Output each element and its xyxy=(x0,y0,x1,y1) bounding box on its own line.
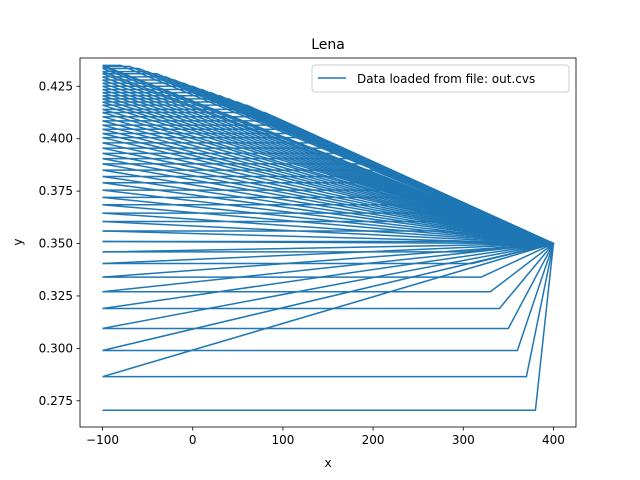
legend-box xyxy=(311,64,570,93)
series-line-segment xyxy=(102,70,555,245)
y-tick-label: 0.275 xyxy=(39,394,73,408)
y-axis-label: y xyxy=(11,238,25,245)
series-line-segment xyxy=(102,242,555,352)
y-tick-label: 0.425 xyxy=(39,79,73,93)
legend: Data loaded from file: out.cvs xyxy=(311,64,570,93)
x-tick-label: 400 xyxy=(542,433,565,447)
series-line-segment xyxy=(102,64,554,245)
y-tick-label: 0.300 xyxy=(39,341,73,355)
series-line-segment xyxy=(102,242,555,330)
chart-title: Lena xyxy=(311,37,345,53)
series-line-segment xyxy=(102,242,555,293)
series-line-segment xyxy=(102,242,555,310)
y-tick-label: 0.400 xyxy=(39,132,73,146)
axes-frame xyxy=(79,57,577,428)
series-line-segment xyxy=(102,64,555,245)
series-line-segment xyxy=(102,230,555,245)
series-layer xyxy=(102,64,555,411)
y-axis: 0.275 0.300 0.325 0.350 0.375 0.400 0.425 xyxy=(39,79,80,408)
series-line-segment xyxy=(102,240,555,253)
x-tick-label: 300 xyxy=(452,433,475,447)
x-tick-label: 200 xyxy=(362,433,385,447)
x-tick-label: 100 xyxy=(271,433,294,447)
y-tick-label: 0.350 xyxy=(39,237,73,251)
x-axis-label: x xyxy=(324,456,331,470)
series-line-segment xyxy=(102,242,555,411)
series-line-segment xyxy=(102,242,555,278)
x-axis: −100 0 100 200 300 400 xyxy=(86,427,565,447)
series-line-segment xyxy=(102,242,555,265)
x-tick-label: 0 xyxy=(189,433,197,447)
legend-label: Data loaded from file: out.cvs xyxy=(357,72,535,86)
x-tick-label: −100 xyxy=(86,433,119,447)
plot-area xyxy=(102,64,555,411)
series-line-segment xyxy=(102,242,555,378)
y-tick-label: 0.325 xyxy=(39,289,73,303)
y-tick-label: 0.375 xyxy=(39,184,73,198)
